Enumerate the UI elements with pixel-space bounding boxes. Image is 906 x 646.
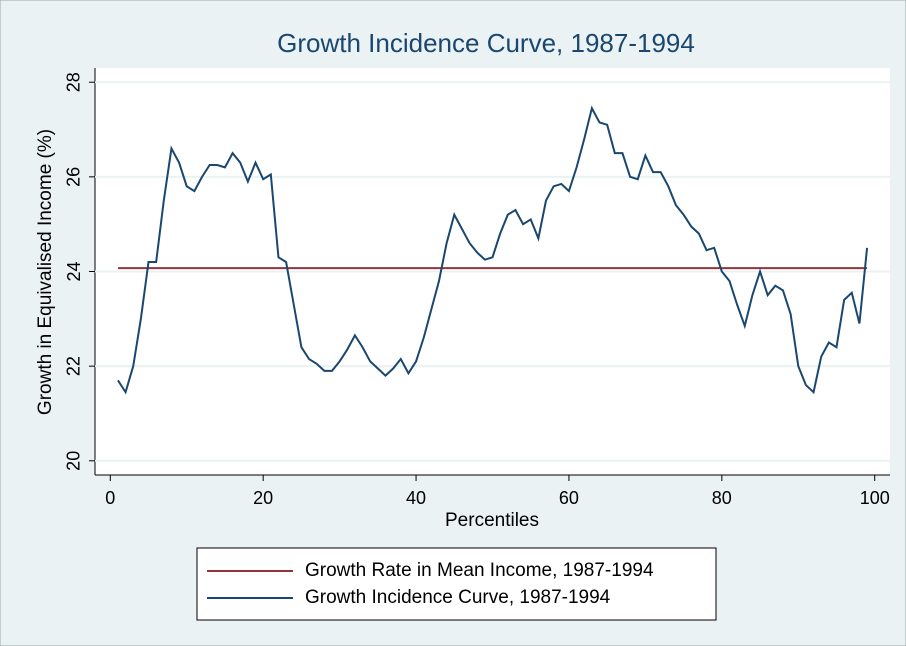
y-tick-label: 22 [64,356,84,376]
y-tick-label: 20 [64,451,84,471]
legend-label: Growth Incidence Curve, 1987-1994 [305,587,611,608]
x-tick-label: 100 [860,488,890,508]
legend-label: Growth Rate in Mean Income, 1987-1994 [305,560,654,581]
legend [196,547,717,621]
y-tick-label: 26 [64,167,84,187]
y-axis-label: Growth in Equivalised Income (%) [35,129,56,415]
x-tick-label: 40 [406,488,426,508]
y-tick-label: 28 [64,72,84,92]
line-series [117,105,869,395]
chart-title: Growth Incidence Curve, 1987-1994 [277,28,695,58]
x-tick-label: 20 [253,488,273,508]
x-tick-label: 0 [105,488,115,508]
x-axis-label: Percentiles [445,510,539,531]
x-tick-label: 80 [712,488,732,508]
y-tick-label: 24 [64,261,84,281]
x-tick-label: 60 [559,488,579,508]
